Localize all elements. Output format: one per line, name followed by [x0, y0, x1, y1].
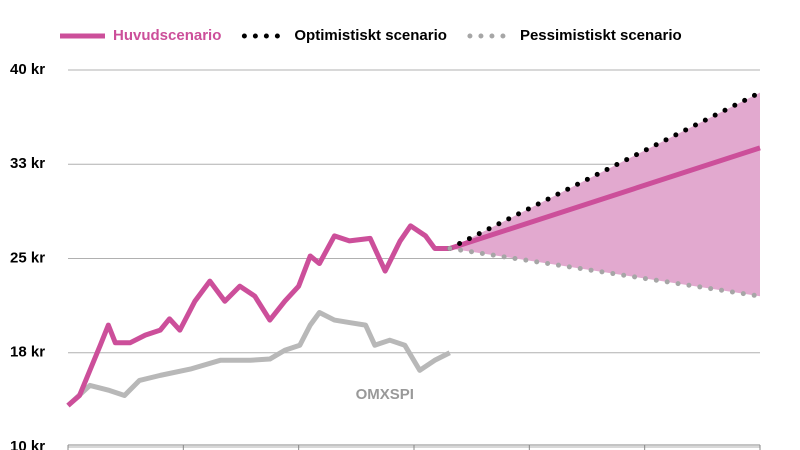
- legend-label: Huvudscenario: [113, 27, 221, 44]
- y-tick-label: 40 kr: [10, 61, 45, 78]
- series-line: [66, 310, 451, 408]
- series-line: [447, 245, 763, 299]
- legend-label: Pessimistiskt scenario: [520, 27, 682, 44]
- scenario-band: [449, 92, 760, 297]
- series-line: [66, 145, 761, 408]
- series-line: [447, 90, 763, 251]
- y-tick-label: 10 kr: [10, 438, 45, 450]
- legend-label: Optimistiskt scenario: [294, 27, 447, 44]
- series-label: OMXSPI: [356, 386, 414, 403]
- y-tick-label: 18 kr: [10, 344, 45, 361]
- y-tick-label: 25 kr: [10, 249, 45, 266]
- y-tick-label: 33 kr: [10, 155, 45, 172]
